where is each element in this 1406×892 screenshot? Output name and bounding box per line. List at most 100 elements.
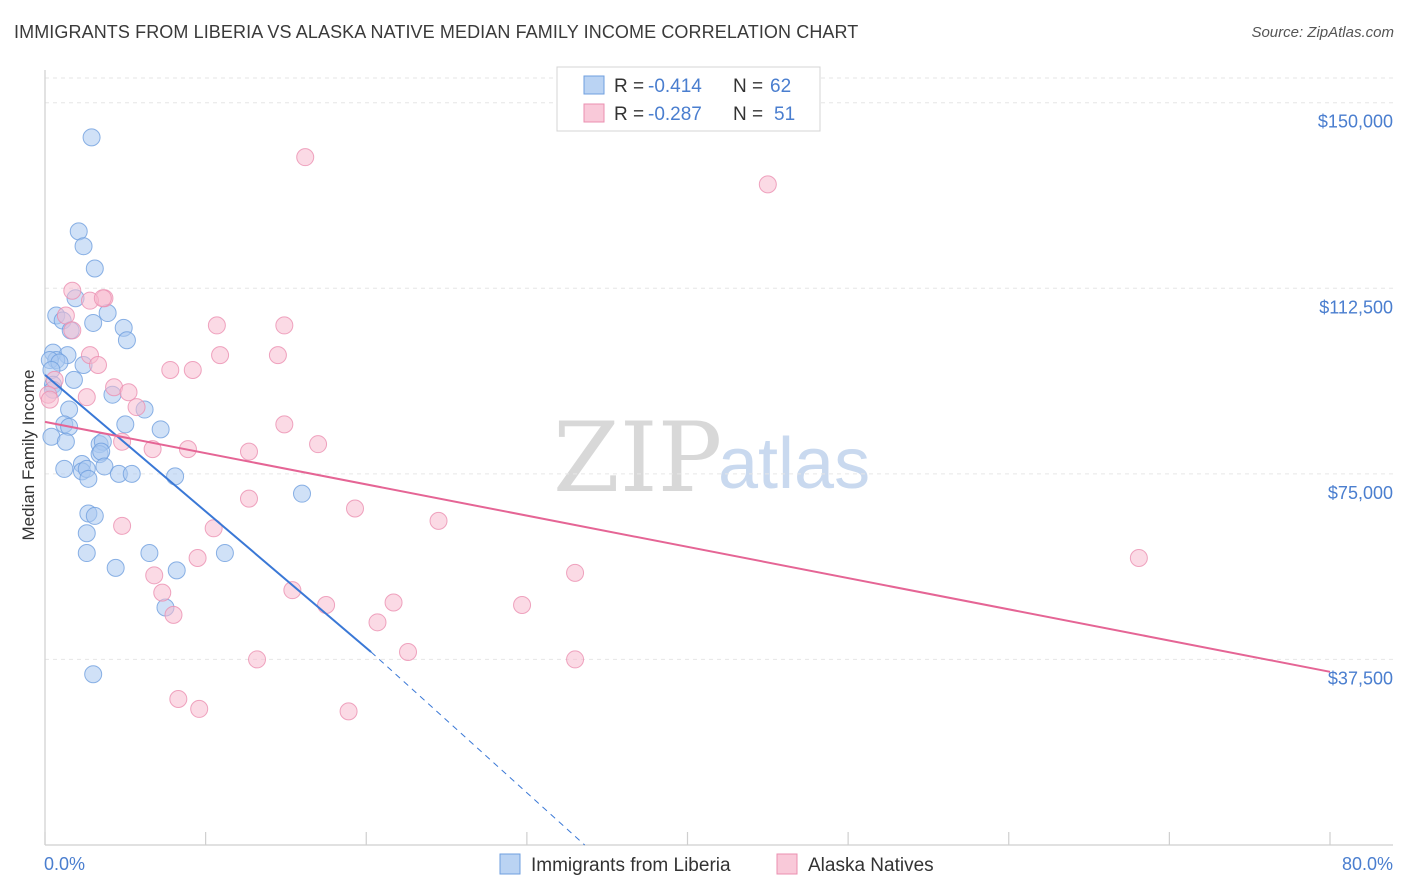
point-alaska (119, 383, 138, 402)
point-alaska (368, 613, 387, 632)
point-alaska (296, 148, 315, 167)
point-alaska (89, 356, 108, 375)
point-alaska (309, 435, 328, 454)
point-liberia (64, 370, 83, 389)
point-liberia (166, 467, 185, 486)
point-liberia (85, 506, 104, 525)
y-tick-label: $150,000 (1318, 112, 1393, 132)
point-liberia (92, 442, 111, 461)
point-alaska (513, 596, 532, 615)
legend-n-label-alaska: N = (733, 104, 763, 125)
point-alaska (275, 316, 294, 335)
point-alaska (190, 699, 209, 718)
point-alaska (183, 360, 202, 379)
point-liberia (95, 457, 114, 476)
trend-line-liberia-extension (370, 651, 586, 846)
series-legend: Immigrants from Liberia Alaska Natives (499, 853, 934, 876)
legend-r-label-alaska: R = (614, 104, 644, 125)
point-alaska (239, 442, 258, 461)
point-liberia (117, 331, 136, 350)
point-liberia (293, 484, 311, 503)
legend-r-value-liberia: -0.414 (648, 76, 702, 97)
x-tick-label-max: 80.0% (1342, 854, 1393, 874)
point-alaska (164, 605, 183, 624)
trend-line-alaska (44, 420, 1331, 673)
point-liberia (77, 524, 96, 543)
point-alaska (207, 316, 226, 335)
point-alaska (145, 566, 164, 585)
point-alaska (63, 321, 82, 340)
y-tick-label: $37,500 (1328, 668, 1393, 688)
point-liberia (106, 558, 125, 577)
point-liberia (122, 464, 141, 483)
data-points (39, 128, 1148, 721)
x-axis-ticks (44, 832, 1331, 845)
point-liberia (74, 237, 93, 256)
point-liberia (84, 665, 103, 684)
correlation-legend: R = -0.414 N = 62 R = -0.287 N = 51 (556, 66, 821, 132)
point-alaska (239, 489, 258, 508)
point-alaska (384, 593, 403, 612)
legend-n-value-liberia: 62 (770, 76, 791, 97)
point-alaska (566, 650, 585, 669)
source-label: Source: ZipAtlas.com (1251, 24, 1394, 41)
chart-title: IMMIGRANTS FROM LIBERIA VS ALASKA NATIVE… (14, 22, 859, 42)
y-tick-label: $75,000 (1328, 483, 1393, 503)
point-alaska (56, 306, 75, 325)
trend-line-liberia (44, 374, 372, 653)
bottom-legend-label-liberia: Immigrants from Liberia (531, 855, 731, 876)
point-alaska (339, 702, 358, 721)
point-liberia (85, 259, 104, 278)
point-alaska (429, 511, 448, 530)
legend-r-value-alaska: -0.287 (648, 104, 702, 125)
point-alaska (248, 650, 267, 669)
point-alaska (204, 519, 223, 538)
point-alaska (1129, 548, 1148, 567)
point-liberia (79, 469, 98, 488)
point-alaska (93, 289, 112, 308)
legend-swatch-alaska (583, 103, 605, 123)
point-alaska (169, 690, 188, 709)
point-alaska (317, 596, 336, 615)
point-alaska (211, 346, 230, 365)
bottom-legend-swatch-liberia (499, 853, 521, 875)
point-liberia (56, 432, 75, 451)
point-liberia (116, 415, 135, 434)
point-liberia (151, 420, 170, 439)
point-alaska (45, 370, 64, 389)
gridlines (45, 77, 1393, 660)
point-alaska (153, 583, 172, 602)
point-alaska (40, 390, 59, 409)
point-liberia (167, 561, 186, 580)
watermark-zip: ZIP (553, 402, 722, 514)
point-alaska (283, 581, 302, 600)
trend-lines (44, 374, 1331, 846)
point-liberia (140, 544, 159, 563)
point-alaska (346, 499, 365, 518)
point-alaska (161, 360, 180, 379)
point-alaska (113, 516, 132, 535)
legend-n-value-alaska: 51 (774, 104, 795, 125)
point-alaska (758, 175, 777, 194)
y-tick-label: $112,500 (1319, 297, 1393, 317)
point-alaska (188, 548, 207, 567)
point-liberia (55, 459, 74, 478)
point-alaska (63, 281, 82, 300)
legend-n-label-liberia: N = (733, 76, 763, 97)
point-alaska (275, 415, 294, 434)
point-alaska (77, 388, 96, 407)
point-alaska (566, 563, 585, 582)
watermark-atlas: atlas (718, 424, 870, 504)
point-liberia (84, 313, 103, 332)
watermark: ZIP atlas (553, 402, 870, 514)
point-alaska (268, 346, 287, 365)
legend-swatch-liberia (583, 75, 605, 95)
bottom-legend-label-alaska: Alaska Natives (808, 855, 934, 876)
point-alaska (399, 643, 418, 662)
point-liberia (215, 544, 234, 563)
point-alaska (143, 440, 162, 459)
bottom-legend-swatch-alaska (776, 853, 798, 875)
legend-r-label-liberia: R = (614, 76, 644, 97)
point-alaska (127, 398, 146, 417)
